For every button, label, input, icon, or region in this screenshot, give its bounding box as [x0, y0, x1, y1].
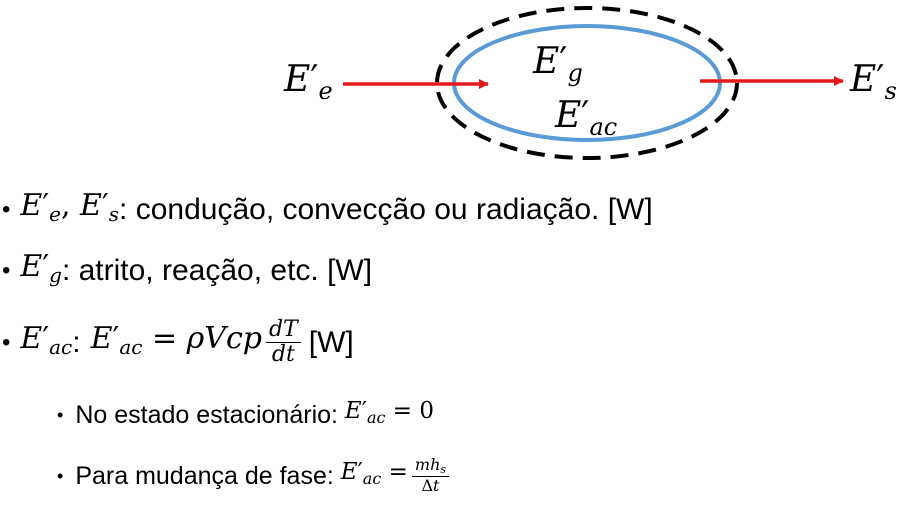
unit-label: [W] [308, 325, 354, 359]
steady-state-formula: E′ac = 0 [344, 398, 434, 427]
dT-dt-fraction: dT dt [265, 317, 301, 367]
bullet-dot: • [57, 404, 64, 425]
bullet-dot: • [2, 257, 11, 284]
bullet-accumulation: • E′ac: E′ac = ρVcp dT dt [W] [2, 317, 354, 367]
bullet-dot: • [2, 328, 11, 356]
sub-bullet-steady-state: • No estado estacionário: E′ac = 0 [57, 391, 434, 438]
generation-energy-label: E′g [533, 41, 583, 88]
inflow-energy-label: E′e [284, 59, 333, 106]
accumulation-formula: E′ac = ρVcp [90, 320, 262, 359]
phase-change-formula: E′ac = [340, 459, 408, 488]
bullet-terms: E′g [20, 249, 62, 287]
accumulation-energy-label: E′ac [555, 95, 618, 142]
sub-bullet-text: No estado estacionário: [75, 400, 345, 429]
bullet-generation: • E′g: atrito, reação, etc. [W] [2, 247, 372, 295]
bullet-dot: • [2, 196, 11, 223]
outflow-energy-label: E′s [850, 59, 897, 106]
bullet-text: condução, convecção ou radiação. [W] [127, 193, 653, 226]
bullet-sep: : [119, 193, 128, 226]
bullet-dot: • [57, 465, 64, 486]
bullet-sep: : [61, 254, 71, 287]
bullet-inflow-outflow: • E′e, E′s: condução, convecção ou radia… [2, 186, 653, 234]
energy-balance-diagram [343, 6, 844, 160]
sub-bullet-phase-change: • Para mudança de fase: E′ac = mhs Δt [57, 452, 453, 499]
bullet-terms: E′ac [20, 320, 73, 359]
mhs-dt-fraction: mhs Δt [411, 456, 450, 495]
sub-bullet-text: Para mudança de fase: [75, 461, 341, 490]
bullet-sep: : [72, 325, 81, 359]
control-surface-dashed [435, 6, 739, 160]
bullet-text: atrito, reação, etc. [W] [70, 254, 373, 287]
bullet-terms: E′e, E′s [20, 188, 120, 226]
